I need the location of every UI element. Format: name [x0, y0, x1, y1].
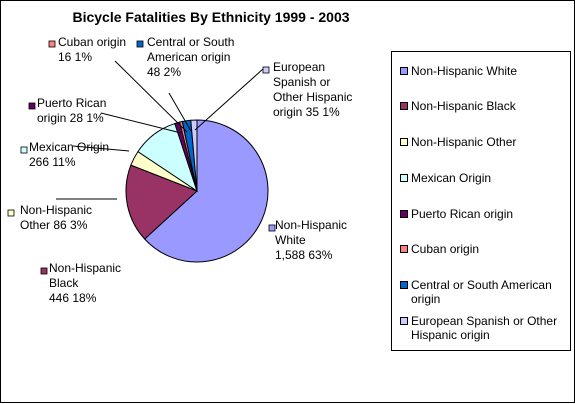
- legend-swatch-european-spanish-or-other-hispanic-origin: [400, 317, 408, 325]
- legend-swatch-non-hispanic-other: [400, 138, 408, 146]
- data-label-swatch-european-spanish-or-other-hispanic-origin: [262, 66, 270, 74]
- data-label-swatch-puerto-rican-origin: [28, 102, 36, 110]
- data-label-swatch-cuban-origin: [48, 40, 56, 48]
- legend-label-non-hispanic-white: Non-Hispanic White: [411, 64, 518, 78]
- leader-line-central-or-south-american-origin: [168, 92, 192, 132]
- legend-label-puerto-rican-origin: Puerto Rican origin: [411, 207, 514, 221]
- pie-slice-non-hispanic-black: [125, 164, 198, 240]
- legend-swatch-puerto-rican-origin: [400, 210, 408, 218]
- data-label-swatch-non-hispanic-black: [40, 267, 48, 275]
- legend-swatch-cuban-origin: [400, 245, 408, 253]
- legend-label-non-hispanic-other: Non-Hispanic Other: [411, 135, 517, 149]
- pie-slice-european-spanish-or-other-hispanic-origin: [190, 119, 198, 192]
- pie-slice-non-hispanic-white: [143, 119, 269, 263]
- data-label-non-hispanic-white: Non-Hispanic White 1,588 63%: [275, 218, 347, 262]
- legend: Non-Hispanic White Non-Hispanic Black Non-…: [391, 51, 571, 351]
- data-label-puerto-rican-origin: Puerto Rican origin 28 1%: [37, 96, 106, 125]
- legend-swatch-non-hispanic-white: [400, 67, 408, 75]
- data-label-mexican-origin: Mexican Origin 266 11%: [29, 140, 109, 169]
- data-label-central-or-south-american-origin: Central or South American origin 48 2%: [147, 35, 234, 79]
- data-label-european-spanish-or-other-hispanic-origin: European Spanish or Other Hispanic origin 3…: [273, 60, 352, 119]
- leader-line-european-spanish-or-other-hispanic-origin: [194, 68, 264, 131]
- legend-label-non-hispanic-black: Non-Hispanic Black: [411, 99, 516, 113]
- legend-label-cuban-origin: Cuban origin: [411, 242, 480, 256]
- leader-line-puerto-rican-origin: [100, 112, 182, 134]
- legend-label-european-spanish-or-other-hispanic-origin: European Spanish or Other Hispanic origin: [411, 314, 558, 342]
- data-label-non-hispanic-black: Non-Hispanic Black 446 18%: [49, 261, 121, 305]
- data-label-swatch-non-hispanic-other: [7, 209, 15, 217]
- legend-swatch-non-hispanic-black: [400, 102, 408, 110]
- data-label-cuban-origin: Cuban origin 16 1%: [58, 35, 126, 64]
- data-label-swatch-mexican-origin: [20, 146, 28, 154]
- data-label-swatch-central-or-south-american-origin: [136, 40, 144, 48]
- chart-title: Bicycle Fatalities By Ethnicity 1999 - 2…: [72, 9, 350, 25]
- legend-label-central-or-south-american-origin: Central or South American origin: [411, 278, 552, 306]
- data-label-swatch-non-hispanic-white: [268, 224, 276, 232]
- leader-line-mexican-origin: [72, 145, 130, 152]
- legend-label-mexican-origin: Mexican Origin: [411, 171, 492, 185]
- legend-swatch-mexican-origin: [400, 174, 408, 182]
- legend-swatch-central-or-south-american-origin: [400, 281, 408, 289]
- leader-line-cuban-origin: [114, 60, 188, 133]
- data-label-non-hispanic-other: Non-Hispanic Other 86 3%: [20, 203, 92, 232]
